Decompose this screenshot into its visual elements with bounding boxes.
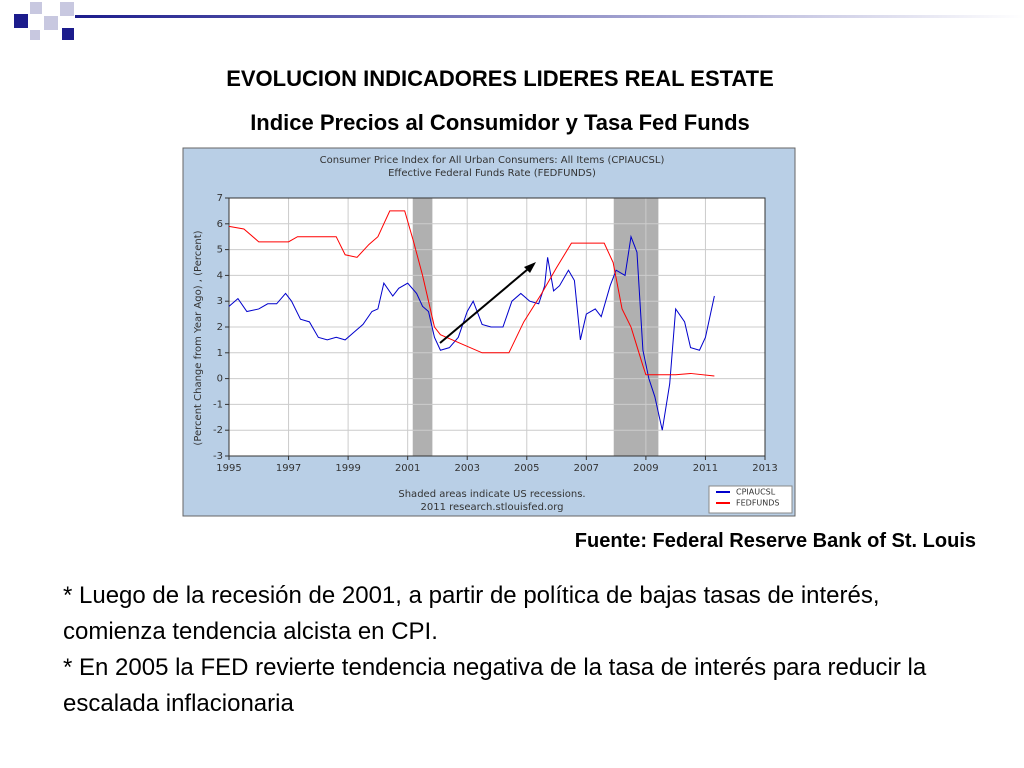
y-tick-label: -2 — [213, 425, 223, 436]
y-tick-label: -1 — [213, 399, 223, 410]
legend-label: CPIAUCSL — [736, 488, 776, 497]
x-tick-label: 2013 — [752, 463, 777, 474]
chart-note: Shaded areas indicate US recessions. — [398, 489, 585, 500]
series-line — [228, 234, 715, 431]
x-tick-label: 2009 — [633, 463, 658, 474]
chart-title: Consumer Price Index for All Urban Consu… — [320, 155, 665, 166]
slide-decoration — [14, 2, 1024, 40]
bullet: * Luego de la recesión de 2001, a partir… — [63, 582, 880, 645]
bullet: * En 2005 la FED revierte tendencia nega… — [63, 654, 927, 717]
y-tick-label: 4 — [217, 270, 223, 281]
y-tick-label: -3 — [213, 451, 223, 462]
chart-note: 2011 research.stlouisfed.org — [420, 502, 563, 513]
x-tick-label: 2003 — [454, 463, 479, 474]
arrow-head — [524, 262, 536, 273]
y-tick-label: 5 — [217, 245, 223, 256]
annotation-arrow — [439, 263, 535, 344]
chart-title: Effective Federal Funds Rate (FEDFUNDS) — [388, 168, 596, 179]
x-tick-label: 2005 — [514, 463, 539, 474]
y-tick-label: 0 — [217, 374, 223, 385]
x-tick-label: 1995 — [216, 463, 241, 474]
y-tick-label: 1 — [217, 348, 223, 359]
slide-title: EVOLUCION INDICADORES LIDERES REAL ESTAT… — [226, 66, 774, 91]
x-tick-label: 2007 — [574, 463, 599, 474]
plot-border — [228, 197, 766, 457]
y-tick-label: 7 — [217, 193, 223, 204]
y-axis-label: (Percent Change from Year Ago) , (Percen… — [193, 230, 204, 445]
y-tick-label: 3 — [217, 296, 223, 307]
chart: Consumer Price Index for All Urban Consu… — [182, 147, 796, 517]
legend — [708, 485, 793, 514]
x-tick-label: 1997 — [276, 463, 301, 474]
legend-label: FEDFUNDS — [736, 499, 780, 508]
source: Fuente: Federal Reserve Bank of St. Loui… — [574, 530, 976, 552]
x-tick-label: 2001 — [395, 463, 420, 474]
y-tick-label: 6 — [217, 219, 223, 230]
x-tick-label: 2011 — [693, 463, 718, 474]
x-tick-label: 1999 — [335, 463, 360, 474]
y-tick-label: 2 — [217, 322, 223, 333]
series-line — [228, 210, 715, 377]
slide-subtitle: Indice Precios al Consumidor y Tasa Fed … — [250, 110, 750, 135]
